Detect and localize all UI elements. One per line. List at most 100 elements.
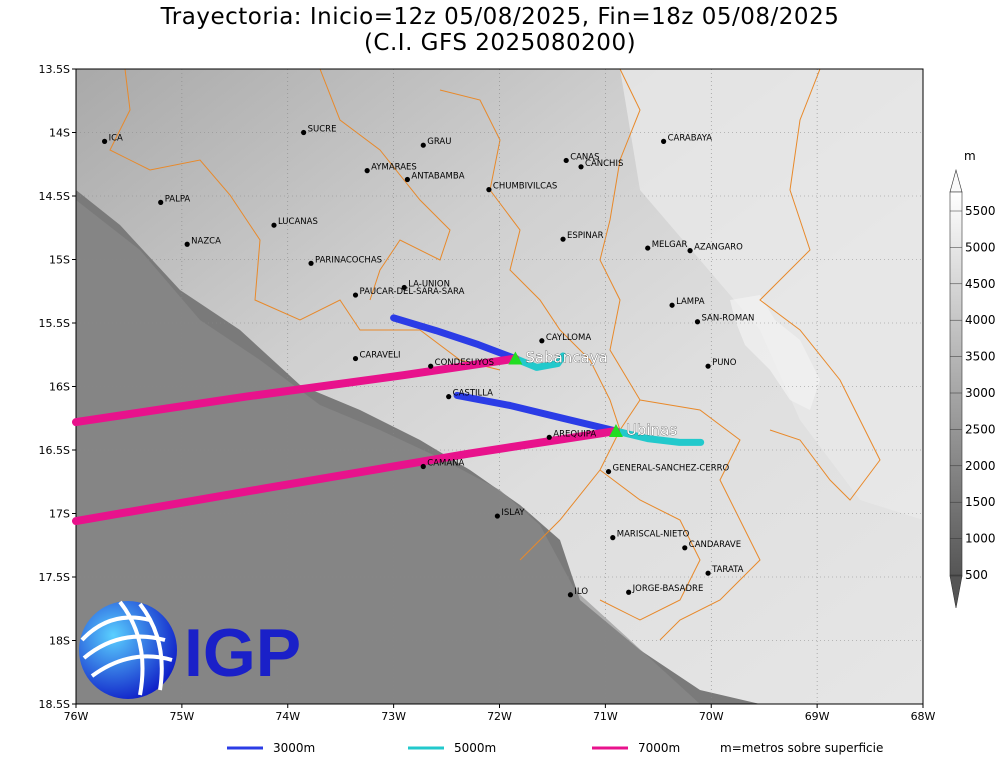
altiplano: [620, 69, 923, 520]
colorbar-bottom-arrow: [949, 575, 963, 609]
lat-tick-label: 16.5S: [39, 444, 70, 457]
place-label: AREQUIPA: [553, 429, 596, 439]
lat-tick-label: 15S: [49, 254, 70, 267]
place-label: ILO: [574, 587, 588, 597]
place-label: GRAU: [427, 137, 451, 147]
place-marker-icon: [610, 535, 616, 541]
borders: [109, 69, 881, 641]
place-marker-icon: [420, 463, 426, 470]
place-marker-icon: [705, 570, 711, 576]
legend-label: 5000m: [454, 741, 496, 755]
lat-tick-labels: 13.5S 14S 14.5S 15S 15.5S 16S 16.5S 17S 17.5S 18S…: [39, 63, 76, 711]
coastal-shading: [76, 200, 700, 704]
lat-tick-label: 18S: [49, 635, 70, 648]
lon-tick-label: 76W: [64, 710, 89, 723]
place-label: GENERAL-SANCHEZ-CERRO: [613, 464, 730, 474]
place-marker-icon: [494, 513, 500, 519]
colorbar-label: 2000: [965, 459, 996, 473]
place-label: NAZCA: [191, 236, 221, 246]
place-marker-icon: [705, 363, 711, 369]
lat-tick-label: 14S: [49, 127, 70, 140]
place-label: MELGAR: [652, 240, 688, 250]
colorbar-label: 3500: [965, 350, 996, 364]
place-marker-icon: [404, 176, 410, 183]
place-label: CANCHIS: [585, 159, 623, 169]
igp-logo: IGP: [79, 600, 301, 699]
volcano-label: Ubinas: [626, 421, 677, 439]
place-marker-icon: [661, 138, 667, 144]
trajectory-sabancaya-3000m: [390, 314, 519, 363]
volcano-label: Sabancaya: [525, 349, 607, 367]
lat-tick-label: 15.5S: [39, 317, 70, 330]
place-marker-icon: [301, 129, 307, 136]
place-marker-icon: [308, 260, 314, 266]
place-label: AYMARAES: [371, 163, 417, 173]
place-marker-icon: [401, 284, 407, 291]
place-marker-icon: [687, 248, 693, 254]
legend-label: 7000m: [638, 741, 680, 755]
place-label: CONDESUYOS: [435, 358, 494, 368]
place-label: LAMPA: [676, 297, 705, 307]
place-marker-icon: [682, 545, 688, 551]
colorbar-label: 3000: [965, 386, 996, 400]
place-label: PAUCAR-DEL-SARA-SARA: [360, 287, 465, 297]
place-label: JORGE-BASADRE: [632, 584, 704, 594]
place-label: AZANGARO: [694, 243, 743, 253]
place-label: MARISCAL-NIETO: [617, 530, 690, 540]
place-marker-icon: [271, 222, 277, 228]
lon-tick-label: 68W: [911, 710, 936, 723]
place-marker-icon: [546, 434, 552, 440]
logo-text: IGP: [184, 615, 301, 691]
lon-tick-label: 75W: [169, 710, 194, 723]
lake: [730, 295, 820, 410]
place-marker-icon: [560, 236, 566, 242]
place-label: CARAVELI: [360, 351, 401, 361]
colorbar: m 5500 5000 4500 4000 3500 3000 2500 2000 1500 10…: [949, 149, 996, 609]
legend-label: 3000m: [273, 741, 315, 755]
place-label: CHUMBIVILCAS: [493, 182, 557, 192]
place-marker-icon: [101, 138, 108, 144]
place-label: PALPA: [165, 194, 191, 204]
lon-tick-label: 73W: [381, 710, 406, 723]
colorbar-label: 5500: [965, 204, 996, 218]
place-label: CAMANA: [427, 459, 464, 469]
volcano-layer: Sabancaya Ubinas: [508, 348, 678, 439]
lon-tick-label: 74W: [275, 710, 300, 723]
lat-tick-label: 14.5S: [39, 190, 70, 203]
place-label: ICA: [109, 133, 123, 143]
place-label: CANAS: [570, 152, 599, 162]
colorbar-label: 500: [965, 568, 988, 582]
colorbar-label: 1000: [965, 532, 996, 546]
place-label: TARATA: [711, 565, 744, 575]
place-marker-icon: [352, 292, 359, 298]
place-label: LUCANAS: [278, 217, 318, 227]
lat-tick-label: 16S: [49, 381, 70, 394]
lon-tick-label: 69W: [805, 710, 830, 723]
place-label: PUNO: [712, 358, 737, 368]
trajectory-ubinas-3000m: [453, 391, 620, 435]
colorbar-label: 4000: [965, 313, 996, 327]
place-marker-icon: [486, 187, 492, 193]
chart-title: Trayectoria: Inicio=12z 05/08/2025, Fin=…: [160, 4, 840, 30]
place-marker-icon: [539, 338, 545, 344]
lon-tick-labels: 76W 75W 74W 73W 72W 71W 70W 69W 68W: [64, 704, 936, 723]
colorbar-top-arrow: [949, 168, 963, 193]
lon-tick-label: 70W: [699, 710, 724, 723]
lon-tick-label: 72W: [487, 710, 512, 723]
lat-tick-label: 13.5S: [39, 63, 70, 76]
trajectory-ubinas-7000m: [72, 427, 620, 526]
place-marker-icon: [184, 241, 190, 247]
place-marker-icon: [567, 592, 574, 598]
place-label: CANDARAVE: [689, 540, 741, 550]
place-label: ISLAY: [501, 508, 525, 518]
place-marker-icon: [420, 142, 426, 148]
place-label: ESPINAR: [567, 231, 604, 241]
place-marker-icon: [364, 168, 370, 174]
place-marker-icon: [158, 199, 164, 205]
place-marker-icon: [563, 157, 569, 164]
place-marker-icon: [578, 164, 584, 170]
place-marker-icon: [669, 302, 675, 308]
colorbar-label: 4500: [965, 277, 996, 291]
place-layer: ICA SUCRE GRAU CARABAYA AYMARAES CANASCANCHIS…: [101, 125, 754, 598]
